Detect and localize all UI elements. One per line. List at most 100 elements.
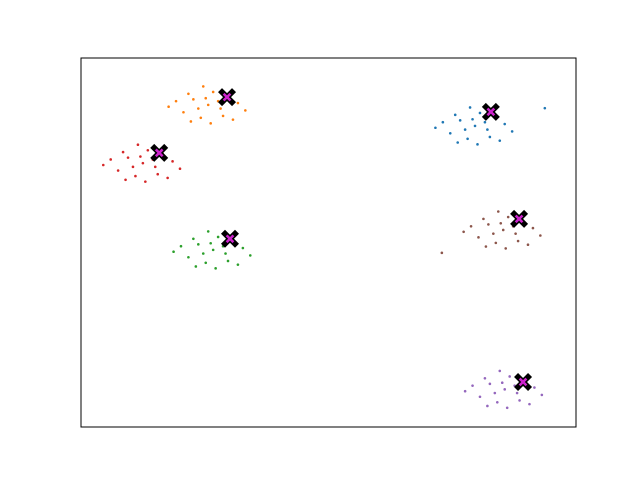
point: [206, 103, 210, 107]
point: [156, 172, 160, 176]
point: [201, 85, 205, 88]
point: [211, 248, 215, 252]
point: [244, 109, 247, 112]
point: [141, 161, 145, 165]
point: [486, 128, 489, 131]
point: [478, 395, 482, 399]
point: [515, 391, 519, 395]
point: [533, 386, 536, 389]
point: [209, 122, 212, 125]
point: [463, 128, 467, 131]
point: [174, 99, 178, 103]
point: [498, 139, 502, 142]
center-marker-inner: [154, 148, 164, 158]
point: [434, 126, 437, 130]
point: [528, 402, 531, 406]
point: [503, 122, 507, 126]
point: [488, 135, 492, 139]
point: [501, 228, 505, 232]
point: [503, 388, 507, 391]
point: [453, 113, 457, 117]
point: [219, 107, 222, 110]
point: [473, 124, 477, 128]
point: [221, 114, 225, 118]
point: [167, 105, 170, 109]
point: [199, 116, 203, 120]
point: [514, 232, 517, 235]
point: [471, 117, 474, 121]
point: [146, 148, 150, 152]
point: [505, 406, 509, 410]
point: [172, 250, 175, 254]
axes-frame: [80, 57, 577, 428]
point: [477, 236, 480, 239]
point: [471, 384, 474, 387]
point: [543, 106, 547, 110]
point: [211, 90, 215, 94]
center-marker-inner: [222, 92, 232, 102]
point: [226, 259, 230, 263]
point: [197, 107, 200, 110]
point: [496, 210, 500, 213]
point: [171, 160, 174, 163]
point: [500, 381, 504, 385]
point: [197, 243, 200, 246]
point: [121, 150, 125, 154]
point: [510, 130, 514, 133]
point: [182, 110, 185, 114]
point: [153, 165, 157, 169]
point: [214, 267, 217, 270]
point: [492, 232, 495, 235]
point: [478, 111, 482, 115]
center-marker-inner: [225, 234, 235, 244]
point: [206, 230, 210, 233]
point: [248, 254, 252, 257]
point: [216, 235, 220, 239]
point: [508, 375, 511, 378]
point: [139, 155, 142, 158]
point: [463, 389, 467, 393]
point: [469, 224, 473, 228]
point: [458, 119, 462, 122]
point: [526, 243, 530, 247]
point: [241, 246, 245, 250]
point: [144, 180, 147, 183]
point: [124, 178, 127, 182]
point: [488, 382, 492, 386]
point: [187, 92, 190, 96]
point: [136, 143, 140, 147]
point: [116, 169, 120, 172]
point: [540, 393, 544, 397]
point: [134, 174, 137, 178]
point: [231, 118, 235, 121]
point: [498, 369, 502, 373]
point: [236, 101, 240, 105]
point: [209, 241, 212, 245]
point: [531, 226, 535, 230]
center-marker-inner: [486, 107, 496, 117]
point: [495, 400, 499, 404]
point: [468, 106, 472, 109]
point: [109, 158, 112, 161]
point: [194, 265, 198, 268]
point: [192, 98, 195, 101]
point: [504, 247, 508, 250]
point: [518, 399, 521, 402]
center-marker-inner: [514, 214, 524, 224]
point: [236, 263, 240, 266]
point: [484, 245, 488, 248]
point: [441, 120, 445, 124]
point: [448, 131, 452, 135]
point: [179, 244, 183, 248]
point: [224, 252, 227, 255]
point: [539, 234, 542, 237]
center-marker-inner: [518, 377, 528, 387]
point: [493, 391, 497, 395]
point: [201, 252, 205, 255]
point: [126, 156, 130, 159]
point: [486, 404, 489, 408]
point: [494, 241, 498, 245]
point: [483, 120, 487, 124]
point: [506, 215, 510, 219]
